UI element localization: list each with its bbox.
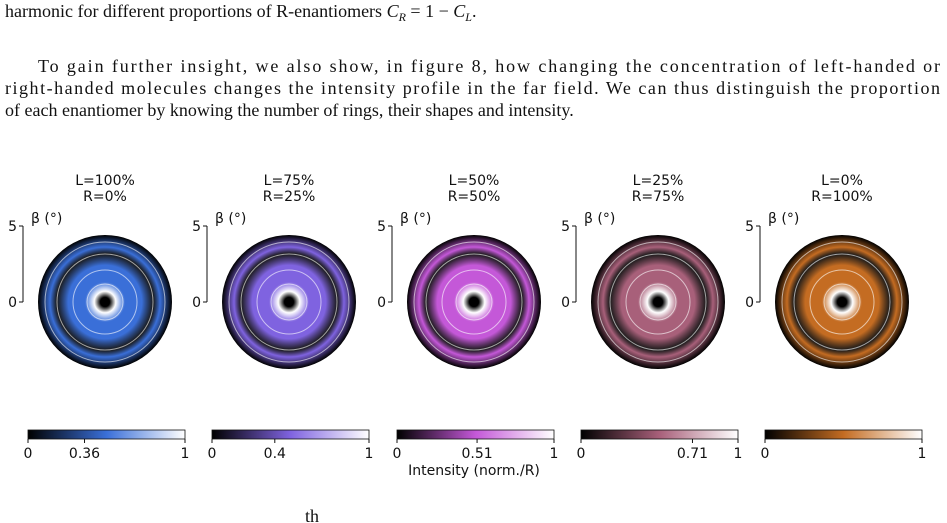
panel-title: R=50% bbox=[448, 189, 501, 205]
polar-image bbox=[222, 235, 356, 369]
y-tick-label: 0 bbox=[8, 295, 17, 311]
polar-ring bbox=[809, 269, 875, 335]
polar-ring bbox=[639, 283, 677, 321]
colorbar-tick-label: 0 bbox=[393, 446, 402, 462]
y-tick-label: 5 bbox=[377, 219, 386, 235]
colorbar-tick-label: 0.4 bbox=[264, 446, 286, 462]
colorbar-tick-label: 0 bbox=[761, 446, 770, 462]
y-tick-label: 0 bbox=[745, 295, 754, 311]
polar-image bbox=[775, 235, 909, 369]
panel-title: R=0% bbox=[83, 189, 127, 205]
colorbar-tick-label: 0 bbox=[24, 446, 33, 462]
colorbar-tick-label: 0.51 bbox=[461, 446, 492, 462]
paragraph-line: right-handed molecules changes the inten… bbox=[5, 78, 940, 98]
y-tick-label: 5 bbox=[192, 219, 201, 235]
panel-title: L=25% bbox=[633, 173, 684, 189]
polar-ring bbox=[597, 241, 719, 363]
axis-label: β (°) bbox=[768, 211, 799, 227]
colorbar-tick-label: 0 bbox=[208, 446, 217, 462]
panel-title: L=0% bbox=[821, 173, 863, 189]
panel-title: L=100% bbox=[75, 173, 135, 189]
polar-ring bbox=[240, 253, 338, 351]
colorbar-label: Intensity (norm./R) bbox=[408, 463, 540, 479]
math-sub: L bbox=[464, 10, 472, 24]
y-tick-label: 5 bbox=[745, 219, 754, 235]
polar-image bbox=[591, 235, 725, 369]
panel-title: R=75% bbox=[632, 189, 685, 205]
polar-ring bbox=[270, 283, 308, 321]
colorbar-tick-label: 0.71 bbox=[677, 446, 708, 462]
y-tick-label: 5 bbox=[8, 219, 17, 235]
panel-title: L=50% bbox=[449, 173, 500, 189]
axis-label: β (°) bbox=[400, 211, 431, 227]
polar-ring bbox=[56, 253, 154, 351]
colorbar-tick-label: 0.36 bbox=[69, 446, 100, 462]
y-tick-label: 5 bbox=[561, 219, 570, 235]
paragraph-line: of each enantiomer by knowing the number… bbox=[5, 100, 574, 120]
colorbar-tick-label: 1 bbox=[734, 446, 743, 462]
polar-image bbox=[407, 235, 541, 369]
panel-title: R=25% bbox=[263, 189, 316, 205]
y-tick-label: 0 bbox=[377, 295, 386, 311]
colorbar-tick-label: 1 bbox=[181, 446, 190, 462]
text-fragment: th bbox=[305, 506, 319, 523]
colorbar bbox=[580, 429, 739, 440]
colorbar bbox=[27, 429, 186, 440]
polar-ring bbox=[793, 253, 891, 351]
polar-ring bbox=[86, 283, 124, 321]
polar-ring bbox=[441, 269, 507, 335]
y-tick-label: 0 bbox=[561, 295, 570, 311]
text: . bbox=[472, 1, 477, 21]
panel-title: L=75% bbox=[264, 173, 315, 189]
polar-ring bbox=[625, 269, 691, 335]
paragraph-line: To gain further insight, we also show, i… bbox=[38, 56, 940, 76]
polar-ring bbox=[44, 241, 166, 363]
math: C bbox=[453, 1, 466, 21]
colorbar bbox=[211, 429, 370, 440]
math-sub: R bbox=[398, 10, 407, 24]
polar-image bbox=[38, 235, 172, 369]
colorbar-tick-label: 1 bbox=[918, 446, 927, 462]
y-tick-label: 0 bbox=[192, 295, 201, 311]
axis-label: β (°) bbox=[584, 211, 615, 227]
math: = 1 − bbox=[406, 1, 453, 21]
math: C bbox=[387, 1, 400, 21]
polar-ring bbox=[413, 241, 535, 363]
colorbar-tick-label: 1 bbox=[365, 446, 374, 462]
colorbar-tick-label: 0 bbox=[577, 446, 586, 462]
axis-label: β (°) bbox=[215, 211, 246, 227]
panel-title: R=100% bbox=[811, 189, 872, 205]
text: harmonic for different proportions of R-… bbox=[5, 1, 387, 21]
text-line: harmonic for different proportions of R-… bbox=[5, 1, 476, 24]
polar-ring bbox=[425, 253, 523, 351]
polar-ring bbox=[228, 241, 350, 363]
axis-label: β (°) bbox=[31, 211, 62, 227]
polar-ring bbox=[72, 269, 138, 335]
colorbar bbox=[396, 429, 555, 440]
colorbar-tick-label: 1 bbox=[550, 446, 559, 462]
polar-ring bbox=[781, 241, 903, 363]
polar-ring bbox=[823, 283, 861, 321]
colorbar bbox=[764, 429, 923, 440]
polar-ring bbox=[455, 283, 493, 321]
polar-ring bbox=[609, 253, 707, 351]
polar-ring bbox=[256, 269, 322, 335]
